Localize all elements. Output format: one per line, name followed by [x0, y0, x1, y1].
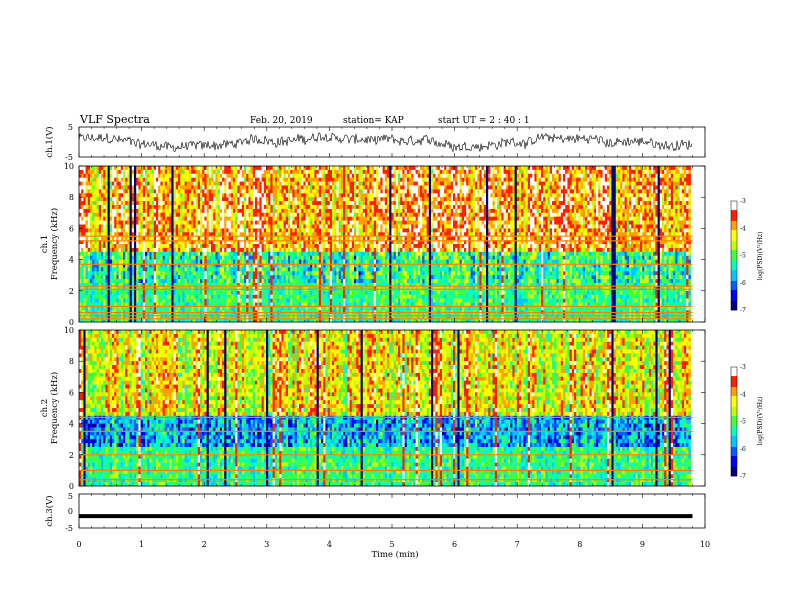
ch1-colorbar-label: log(PSD)(V²/Hz) [757, 232, 764, 281]
ytick-label: 8 [69, 357, 74, 366]
xtick-label: 0 [76, 540, 81, 549]
ytick-label: 6 [69, 388, 74, 397]
xtick-label: 5 [389, 540, 394, 549]
ytick-label: 2 [69, 451, 74, 460]
ch1-ylabel-frequency: Frequency (kHz) [49, 208, 60, 280]
ch3-waveform-panel: 5 0 -5 ch.3(V) [44, 492, 706, 533]
xtick-label: 10 [700, 540, 710, 549]
start-time-label: start UT = 2 : 40 : 1 [438, 116, 530, 126]
ch3-ytick-mid: 0 [68, 507, 73, 516]
xtick-label: 3 [264, 540, 269, 549]
colorbar-tick: -6 [740, 280, 746, 287]
xtick-label: 8 [577, 540, 582, 549]
date-label: Feb. 20, 2019 [250, 116, 313, 126]
ch3-ytick-top: 5 [68, 492, 73, 501]
ytick-label: 4 [69, 420, 74, 429]
ch1-spectrogram [79, 166, 705, 323]
colorbar-tick: -5 [740, 419, 746, 426]
ch1-ytick-bottom: -5 [65, 153, 73, 162]
ch2-colorbar-label: log(PSD)(V²/Hz) [757, 397, 764, 446]
ch1-colorbar: -3 -4 -5 -6 -7 [730, 198, 746, 314]
xtick-label: 7 [515, 540, 520, 549]
ch2-ylabel-channel: ch.2 [40, 399, 50, 417]
ytick-label: 10 [64, 326, 74, 335]
figure-title: VLF Spectra [79, 113, 150, 126]
colorbar-tick: -6 [740, 446, 746, 453]
ch3-ytick-bottom: -5 [65, 524, 73, 533]
ytick-label: 4 [69, 256, 74, 265]
ytick-label: 0 [69, 482, 74, 491]
xtick-label: 2 [202, 540, 207, 549]
colorbar-tick: -5 [740, 253, 746, 260]
colorbar-tick: -4 [740, 391, 746, 398]
xtick-label: 4 [327, 540, 332, 549]
xtick-label: 1 [139, 540, 144, 549]
ch2-ylabel-frequency: Frequency (kHz) [49, 372, 60, 444]
ytick-label: 2 [69, 287, 74, 296]
ch1-waveform-panel: 5 -5 ch.1(V) [44, 123, 706, 162]
ch2-colorbar: -3 -4 -5 -6 -7 [730, 364, 746, 480]
ch1-waveform-trace [78, 132, 693, 153]
colorbar-tick: -3 [740, 364, 746, 371]
colorbar-tick: -7 [740, 307, 746, 314]
x-axis-ticks: 0 1 2 3 4 5 6 7 8 9 10 [76, 127, 710, 549]
ytick-label: 6 [69, 224, 74, 233]
ch1-ylabel-channel: ch.1 [40, 235, 50, 253]
colorbar-tick: -7 [740, 473, 746, 480]
ytick-label: 0 [69, 318, 74, 327]
station-label: station= KAP [343, 116, 404, 126]
ytick-label: 10 [64, 162, 74, 171]
ch1-ytick-top: 5 [68, 123, 73, 132]
colorbar-tick: -3 [740, 198, 746, 205]
xtick-label: 9 [640, 540, 645, 549]
ch1-ylabel: ch.1(V) [44, 126, 55, 157]
ytick-label: 8 [69, 193, 74, 202]
colorbar-tick: -4 [740, 225, 746, 232]
ch3-ylabel: ch.3(V) [44, 495, 55, 526]
x-axis-label: Time (min) [371, 549, 418, 560]
ch2-spectrogram [79, 330, 705, 487]
xtick-label: 6 [452, 540, 457, 549]
